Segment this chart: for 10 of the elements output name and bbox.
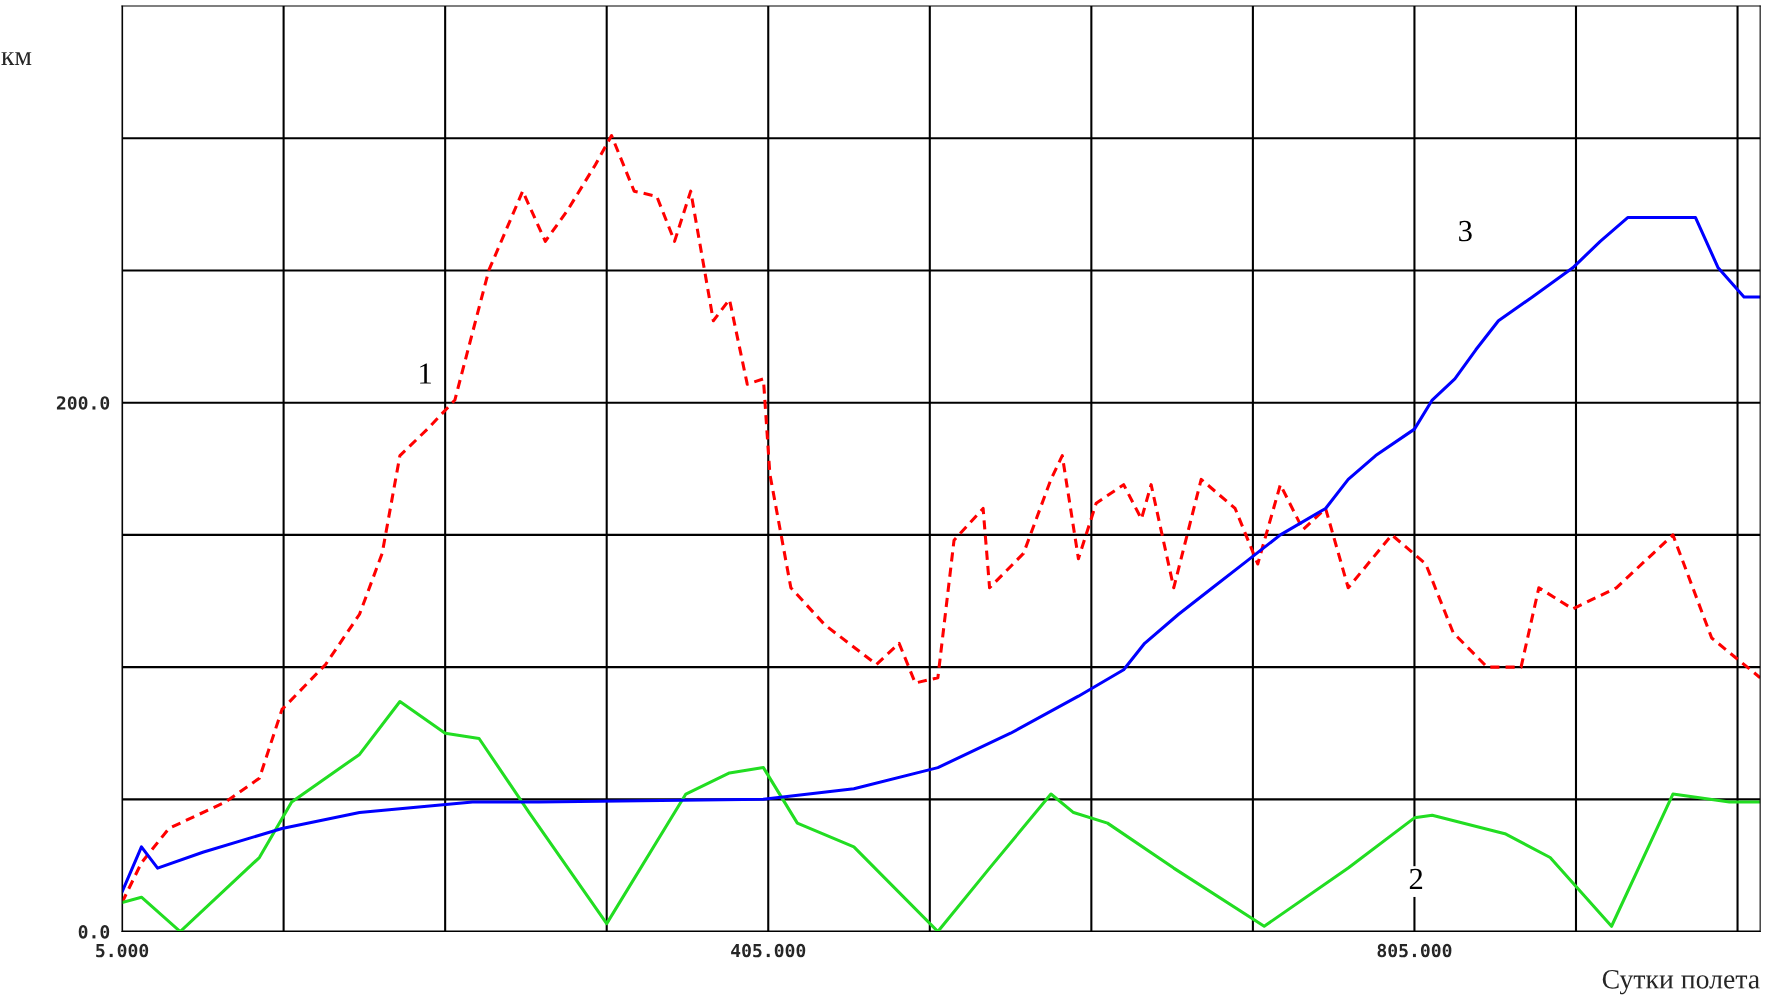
- y-axis-title: км: [1, 52, 32, 65]
- text: 3: [1459, 220, 1472, 242]
- x-tick-label: 5.000: [96, 943, 149, 958]
- x-tick-label: 405.000: [731, 943, 806, 958]
- x-axis-title: Сутки полета: [1602, 969, 1760, 995]
- y-tick-label: 0.0: [78, 925, 110, 939]
- x-tick-label: 805.000: [1377, 943, 1452, 958]
- series-label: 2: [1409, 868, 1423, 889]
- y-tick-label: 200.0: [56, 396, 110, 410]
- series-label: 1: [420, 363, 431, 384]
